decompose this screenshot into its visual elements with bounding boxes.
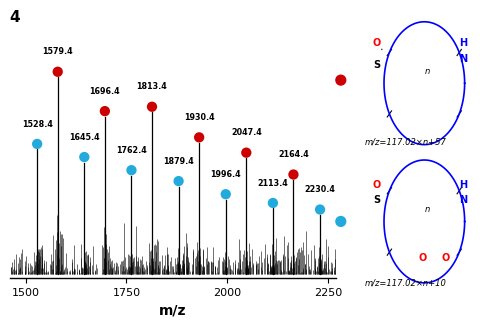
Text: 1879.4: 1879.4: [163, 157, 194, 166]
Text: O: O: [372, 38, 381, 48]
Point: [242, 150, 250, 155]
Text: m/z=117.02×n+57: m/z=117.02×n+57: [365, 137, 446, 146]
Point: [148, 104, 156, 109]
Text: S: S: [373, 195, 380, 205]
Text: 1696.4: 1696.4: [90, 87, 120, 96]
Point: [316, 207, 324, 212]
Point: [337, 77, 345, 83]
Text: 2230.4: 2230.4: [305, 185, 336, 194]
Text: 2047.4: 2047.4: [231, 128, 262, 137]
Text: 1762.4: 1762.4: [116, 146, 147, 155]
Point: [81, 155, 88, 160]
Point: [175, 179, 182, 184]
Text: 2164.4: 2164.4: [278, 150, 309, 159]
Text: S: S: [373, 60, 380, 70]
Text: 1528.4: 1528.4: [22, 120, 53, 129]
Text: 1813.4: 1813.4: [137, 83, 168, 92]
Point: [337, 219, 345, 224]
Point: [195, 135, 203, 140]
Point: [128, 168, 135, 173]
Text: 1930.4: 1930.4: [184, 113, 215, 122]
X-axis label: m/z: m/z: [159, 304, 187, 318]
Text: 1645.4: 1645.4: [69, 133, 100, 142]
Text: H: H: [459, 180, 467, 190]
Point: [289, 172, 297, 177]
Point: [101, 108, 108, 114]
Text: N: N: [459, 54, 467, 64]
Text: 4: 4: [10, 10, 20, 25]
Text: H: H: [459, 38, 467, 48]
Point: [54, 69, 61, 74]
Point: [222, 192, 229, 197]
Text: m/z=117.02×n+10: m/z=117.02×n+10: [365, 278, 446, 287]
Text: n: n: [425, 205, 430, 214]
Text: 1996.4: 1996.4: [210, 170, 241, 179]
Text: O: O: [372, 180, 381, 190]
Text: N: N: [459, 195, 467, 205]
Point: [269, 200, 277, 205]
Text: 2113.4: 2113.4: [258, 179, 288, 188]
Text: O: O: [442, 253, 450, 263]
Text: n: n: [425, 67, 430, 76]
Text: O: O: [419, 253, 427, 263]
Text: 1579.4: 1579.4: [42, 47, 73, 56]
Point: [33, 141, 41, 147]
